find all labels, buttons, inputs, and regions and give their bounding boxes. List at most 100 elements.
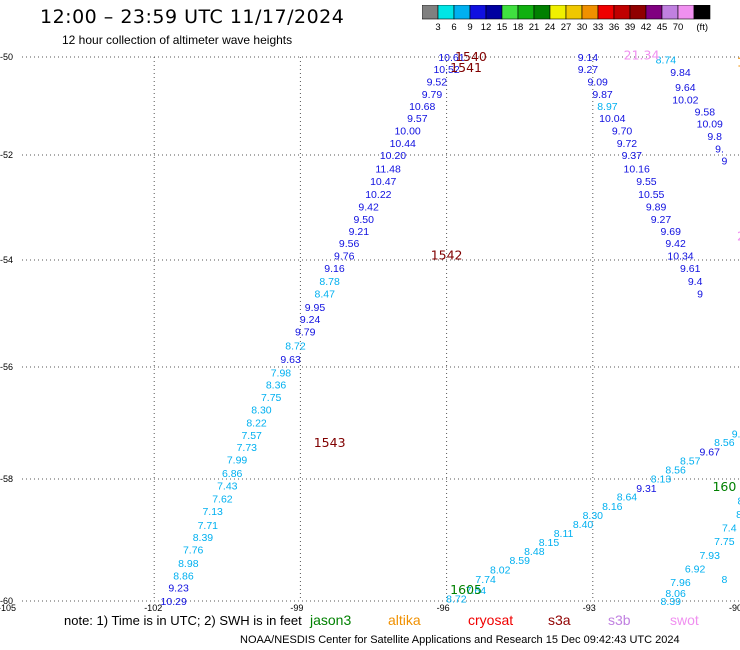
- legend-label: 18: [513, 22, 524, 33]
- legend-label: 36: [609, 22, 620, 33]
- lat-tick-label: -54: [0, 255, 13, 265]
- footnote: note: 1) Time is in UTC; 2) SWH is in fe…: [64, 613, 302, 628]
- wave-height-value: 8.13: [651, 474, 672, 486]
- wave-height-value: 8.39: [193, 532, 214, 544]
- lon-tick-label: -102: [144, 603, 162, 613]
- wave-height-value: 8: [738, 495, 740, 507]
- wave-height-value: 10.44: [390, 138, 416, 150]
- wave-height-value: 9.61: [680, 263, 701, 275]
- wave-height-value: 10.22: [365, 189, 391, 201]
- wave-height-value: 8.59: [509, 555, 530, 567]
- wave-height-value: 10.47: [370, 176, 396, 188]
- wave-height-value: 8.56: [714, 437, 735, 449]
- lon-tick-label: -105: [0, 603, 16, 613]
- wave-height-value: 8.06: [665, 588, 686, 600]
- legend-label: 33: [593, 22, 604, 33]
- lon-tick-label: -99: [290, 603, 303, 613]
- wave-height-value: 8.39: [661, 596, 682, 608]
- wave-height-value: 7.76: [183, 544, 204, 556]
- wave-height-value: 9.76: [334, 251, 355, 263]
- wave-height-value: 9.70: [612, 125, 633, 137]
- wave-height-value: 9.42: [665, 238, 686, 250]
- wave-height-value: 10.55: [638, 189, 664, 201]
- wave-height-value: 9.52: [427, 76, 448, 88]
- wave-height-value: 8.57: [680, 456, 701, 468]
- lon-tick-label: -90: [729, 603, 740, 613]
- legend-label: 6: [451, 22, 456, 33]
- wave-height-value: 8.64: [617, 492, 638, 504]
- page-title: 12:00 – 23:59 UTC 11/17/2024: [40, 6, 345, 28]
- wave-height-value: 8.47: [315, 289, 336, 301]
- pass-time-label: 1540: [455, 49, 487, 64]
- wave-height-value: 9.16: [324, 263, 345, 275]
- wave-height-value: 10.29: [161, 596, 187, 608]
- wave-height-value: 9.24: [300, 314, 321, 326]
- wave-height-value: 8.02: [490, 564, 511, 576]
- wave-height-value: 10.61: [438, 52, 464, 64]
- lat-tick-label: -52: [0, 150, 13, 160]
- wave-height-value: 10.16: [624, 164, 650, 176]
- wave-height-value: 8: [721, 574, 727, 586]
- legend-label: 27: [561, 22, 572, 33]
- wave-height-value: 9.: [715, 143, 724, 155]
- lat-tick-label: -60: [0, 596, 13, 606]
- pass-time-label: 12: [737, 54, 740, 69]
- color-legend: 3 6 9 12 15 18 21 24 27 30 33 36 39 42 45 70 (ft): [422, 5, 711, 33]
- lat-tick-label: -58: [0, 474, 13, 484]
- lat-tick-label: -56: [0, 362, 13, 372]
- wave-height-value: 7.62: [212, 494, 233, 506]
- wave-height-value: 11.48: [375, 164, 401, 176]
- wave-height-value: 8.72: [285, 340, 306, 352]
- lon-tick-label: -93: [583, 603, 596, 613]
- wave-height-value: 9: [697, 289, 703, 301]
- wave-height-value: 9.56: [339, 238, 360, 250]
- wave-height-value: 7.93: [700, 550, 721, 562]
- wave-height-value: 9.27: [578, 64, 599, 76]
- wave-height-value: 9.79: [422, 89, 443, 101]
- wave-height-value: 9.31: [636, 483, 657, 495]
- wave-height-value: 9.4: [688, 276, 703, 288]
- wave-height-value: 9.37: [622, 150, 643, 162]
- wave-height-value: 8.97: [597, 101, 618, 113]
- wave-height-value: 8.56: [665, 464, 686, 476]
- wave-height-value: 7.73: [237, 442, 258, 454]
- legend-label: 9: [467, 22, 472, 33]
- pass-time-label: 1543: [314, 435, 346, 450]
- wave-height-value: 9.21: [349, 226, 370, 238]
- wave-height-value: 8.30: [251, 405, 272, 417]
- wave-height-value: 8.78: [319, 276, 340, 288]
- legend-label: 21: [529, 22, 540, 33]
- legend-label: 3: [435, 22, 440, 33]
- wave-height-value: 9.57: [407, 113, 428, 125]
- wave-height-value: 10.04: [599, 113, 625, 125]
- wave-height-value: 7.64: [466, 585, 487, 597]
- wave-height-value: 9.0: [732, 428, 740, 440]
- wave-height-value: 7.75: [261, 392, 282, 404]
- pass-time-label: 2: [737, 229, 740, 244]
- legend-label: 45: [657, 22, 668, 33]
- wave-height-value: 6.92: [685, 563, 706, 575]
- wave-height-value: 9.89: [646, 202, 667, 214]
- pass-time-label: 21.34: [624, 47, 660, 62]
- wave-height-value: 9.95: [305, 302, 326, 314]
- wave-height-value: 8.48: [524, 546, 545, 558]
- wave-height-value: 10.34: [667, 251, 693, 263]
- satellite-altika-label: altika: [388, 612, 421, 628]
- wave-height-value: 7.74: [475, 574, 496, 586]
- wave-height-value: 7.99: [227, 455, 248, 467]
- wave-height-value: 7.96: [670, 577, 691, 589]
- wave-height-value: 9.42: [358, 202, 379, 214]
- wave-height-value: 10.20: [380, 150, 406, 162]
- wave-height-value: 8.72: [446, 593, 467, 605]
- satellite-s3b-label: s3b: [608, 612, 631, 628]
- wave-height-value: 9.23: [168, 582, 189, 594]
- wave-height-value: 10.68: [409, 101, 435, 113]
- wave-height-value: 10.52: [433, 64, 459, 76]
- wave-height-value: 9.79: [295, 327, 316, 339]
- legend-label: 30: [577, 22, 588, 33]
- wave-height-value: 10.00: [394, 125, 420, 137]
- wave-height-value: 7.57: [241, 430, 262, 442]
- wave-height-value: 9.09: [587, 76, 608, 88]
- pass-time-label: 160: [712, 479, 736, 494]
